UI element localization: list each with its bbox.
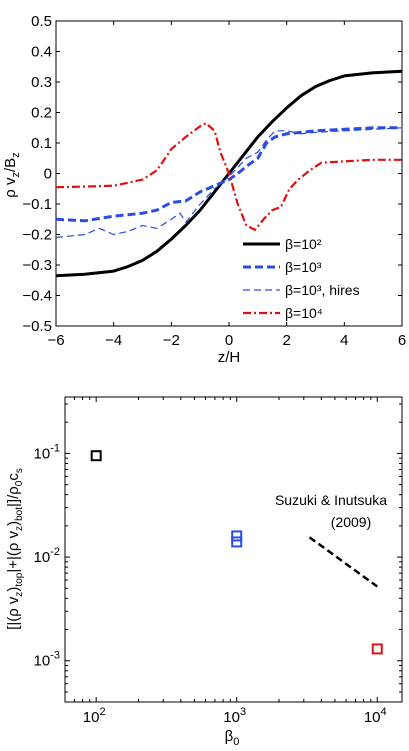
bottom-xtick-label: 103 (223, 706, 246, 726)
reference-line (308, 536, 378, 588)
top-xtick-label: 0 (225, 332, 233, 349)
top-ytick-label: −0.4 (22, 288, 52, 305)
top-panel: −6 −4 −2 0 2 4 6 −0.5 −0.4 −0.3 −0.2 −0.1 0 0.1 0.2 0.3… (2, 13, 406, 366)
data-point-2 (231, 536, 243, 548)
bottom-ticks: 102 103 104 10-3 10-2 10-1 (34, 397, 402, 726)
top-ytick-label: 0.3 (31, 74, 52, 91)
bottom-ytick-label: 10-1 (34, 442, 60, 462)
series-line-1 (55, 126, 402, 223)
legend-label-beta-1e4: β=10⁴ (285, 305, 323, 321)
bottom-marks (90, 450, 383, 655)
bottom-xlabel: β0 (225, 728, 240, 748)
bottom-ytick-label: 10-2 (34, 546, 60, 566)
top-xtick-label: 6 (398, 332, 406, 349)
legend-label-beta-1e3: β=10³ (285, 259, 322, 275)
bottom-xtick-label: 102 (83, 706, 106, 726)
top-xtick-label: −2 (163, 332, 180, 349)
top-ytick-label: 0 (44, 166, 52, 183)
bottom-ylabel: [|(ρ vz)top|+|(ρ vz)bot|]/ρ0cs (5, 468, 25, 630)
top-ytick-label: 0.2 (31, 105, 52, 122)
top-ytick-label: 0.5 (31, 13, 52, 30)
legend-label-beta-1e2: β=10² (285, 236, 322, 252)
top-ytick-label: −0.5 (22, 318, 52, 335)
data-point-0 (90, 450, 102, 462)
top-xtick-label: −4 (105, 332, 122, 349)
top-ytick-label: −0.3 (22, 257, 52, 274)
bottom-annotation-line2: (2009) (331, 514, 371, 530)
top-xlabel: z/H (218, 349, 241, 366)
top-lines (55, 69, 403, 278)
data-point-1 (231, 530, 243, 542)
top-ytick-label: 0.1 (31, 135, 52, 152)
top-ytick-label: 0.4 (31, 44, 52, 61)
top-xtick-label: −6 (47, 332, 64, 349)
bottom-plot-area (64, 396, 403, 703)
top-legend: β=10² β=10³ β=10³, hires β=10⁴ (243, 236, 360, 321)
top-ticks: −6 −4 −2 0 2 4 6 −0.5 −0.4 −0.3 −0.2 −0.1 0 0.1 0.2 0.3… (22, 13, 406, 349)
bottom-ytick-label: 10-3 (34, 650, 60, 670)
data-point-3 (371, 643, 383, 655)
top-ylabel: ρ vz/Bz (2, 152, 22, 197)
series-line-3 (55, 122, 402, 231)
bottom-xtick-label: 104 (364, 706, 387, 726)
bottom-annotation-line1: Suzuki & Inutsuka (275, 492, 387, 508)
series-line-2 (55, 127, 403, 239)
top-ytick-label: −0.1 (22, 196, 52, 213)
top-ytick-label: −0.2 (22, 227, 52, 244)
top-xtick-label: 2 (282, 332, 290, 349)
legend-label-beta-1e3-hires: β=10³, hires (285, 282, 360, 298)
top-xtick-label: 4 (340, 332, 348, 349)
